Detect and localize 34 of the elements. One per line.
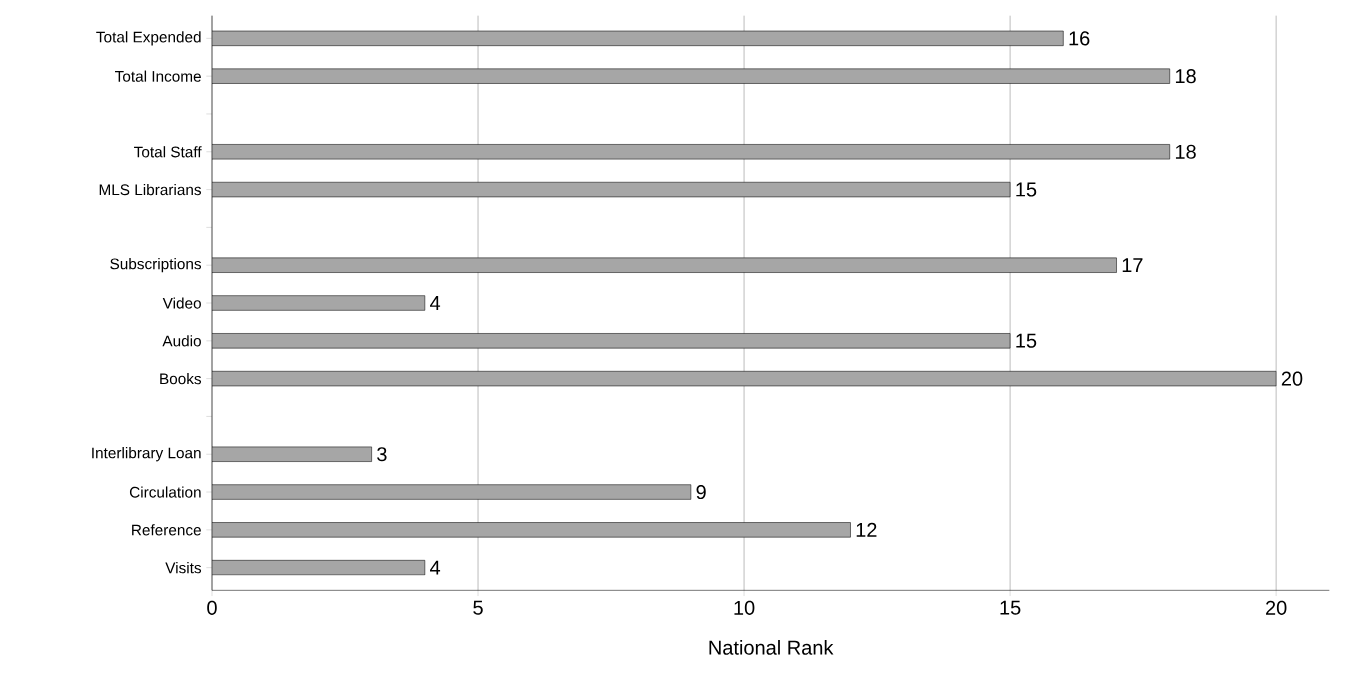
y-tick-label: Books <box>160 373 202 385</box>
bar <box>212 484 692 500</box>
y-tick-label: MLS Librarians <box>99 183 202 196</box>
data-label: 17 <box>1122 258 1143 273</box>
y-tick-label: Total Expended <box>96 31 201 46</box>
data-label: 4 <box>430 560 441 575</box>
y-tick-label: Reference <box>132 524 201 536</box>
data-label: 18 <box>1175 144 1196 159</box>
x-tick-label: 20 <box>1266 600 1287 615</box>
data-label: 15 <box>1016 182 1037 197</box>
data-label: 4 <box>430 296 441 310</box>
y-tick-label: Audio <box>162 335 201 347</box>
bar <box>212 68 1170 84</box>
data-label: 12 <box>856 522 877 537</box>
y-tick-label: Total Income <box>115 70 201 82</box>
data-label: 18 <box>1175 69 1196 84</box>
y-tick-label: Total Staff <box>134 146 202 158</box>
x-tick-label: 10 <box>734 600 755 615</box>
bar <box>212 522 851 538</box>
data-label: 16 <box>1069 31 1090 46</box>
x-tick-label: 15 <box>1000 600 1021 615</box>
y-tick-label: Circulation <box>129 486 201 498</box>
data-label: 3 <box>377 447 387 462</box>
y-tick-label: Video <box>162 297 201 309</box>
x-tick-label: 5 <box>473 600 483 615</box>
data-label: 20 <box>1281 371 1303 386</box>
y-tick-label: Visits <box>165 562 202 574</box>
data-label: 9 <box>696 484 706 500</box>
data-label: 15 <box>1016 333 1037 348</box>
y-tick-label: Interlibrary Loan <box>92 447 201 462</box>
x-axis-title: National Rank <box>709 640 834 655</box>
x-tick-label: 0 <box>207 600 217 615</box>
bar <box>212 295 426 311</box>
y-tick-label: Subscriptions <box>110 258 202 273</box>
